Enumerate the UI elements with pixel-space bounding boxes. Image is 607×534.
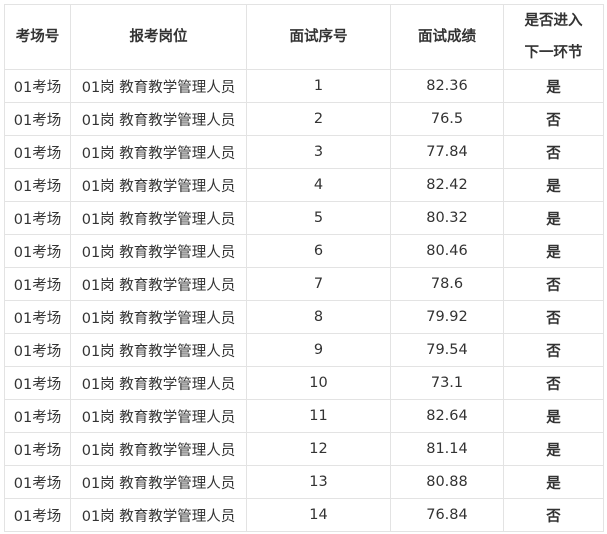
- interview-number-cell: 1: [246, 69, 391, 103]
- advance-cell: 是: [503, 168, 604, 202]
- position-cell: 01岗 教育教学管理人员: [70, 201, 247, 235]
- score-cell: 82.36: [390, 69, 504, 103]
- table-row: 01考场 01岗 教育教学管理人员 5 80.32 是: [4, 201, 604, 235]
- score-cell: 81.14: [390, 432, 504, 466]
- score-cell: 82.64: [390, 399, 504, 433]
- position-cell: 01岗 教育教学管理人员: [70, 234, 247, 268]
- advance-cell: 是: [503, 399, 604, 433]
- advance-cell: 是: [503, 432, 604, 466]
- header-interview-score: 面试成绩: [390, 4, 504, 70]
- score-cell: 79.92: [390, 300, 504, 334]
- position-cell: 01岗 教育教学管理人员: [70, 399, 247, 433]
- position-cell: 01岗 教育教学管理人员: [70, 498, 247, 532]
- table-row: 01考场 01岗 教育教学管理人员 4 82.42 是: [4, 168, 604, 202]
- interview-results-table: 考场号 报考岗位 面试序号 面试成绩 是否进入 下一环节 01考场 01岗 教育教学…: [4, 4, 604, 532]
- interview-number-cell: 3: [246, 135, 391, 169]
- exam-room-cell: 01考场: [4, 234, 71, 268]
- header-position: 报考岗位: [70, 4, 247, 70]
- table-row: 01考场 01岗 教育教学管理人员 12 81.14 是: [4, 432, 604, 466]
- advance-cell: 否: [503, 102, 604, 136]
- advance-cell: 否: [503, 135, 604, 169]
- exam-room-cell: 01考场: [4, 432, 71, 466]
- advance-cell: 是: [503, 465, 604, 499]
- position-cell: 01岗 教育教学管理人员: [70, 135, 247, 169]
- interview-number-cell: 8: [246, 300, 391, 334]
- header-interview-number: 面试序号: [246, 4, 391, 70]
- exam-room-cell: 01考场: [4, 69, 71, 103]
- interview-number-cell: 12: [246, 432, 391, 466]
- advance-cell: 是: [503, 234, 604, 268]
- score-cell: 82.42: [390, 168, 504, 202]
- score-cell: 73.1: [390, 366, 504, 400]
- position-cell: 01岗 教育教学管理人员: [70, 267, 247, 301]
- interview-number-cell: 4: [246, 168, 391, 202]
- score-cell: 76.84: [390, 498, 504, 532]
- interview-number-cell: 2: [246, 102, 391, 136]
- table-row: 01考场 01岗 教育教学管理人员 7 78.6 否: [4, 267, 604, 301]
- header-exam-room: 考场号: [4, 4, 71, 70]
- table-row: 01考场 01岗 教育教学管理人员 3 77.84 否: [4, 135, 604, 169]
- header-advance-line1: 是否进入: [524, 13, 583, 29]
- exam-room-cell: 01考场: [4, 267, 71, 301]
- table-row: 01考场 01岗 教育教学管理人员 8 79.92 否: [4, 300, 604, 334]
- exam-room-cell: 01考场: [4, 498, 71, 532]
- table-row: 01考场 01岗 教育教学管理人员 1 82.36 是: [4, 69, 604, 103]
- exam-room-cell: 01考场: [4, 168, 71, 202]
- score-cell: 80.32: [390, 201, 504, 235]
- interview-number-cell: 9: [246, 333, 391, 367]
- interview-number-cell: 14: [246, 498, 391, 532]
- position-cell: 01岗 教育教学管理人员: [70, 465, 247, 499]
- interview-number-cell: 10: [246, 366, 391, 400]
- interview-number-cell: 13: [246, 465, 391, 499]
- table-row: 01考场 01岗 教育教学管理人员 2 76.5 否: [4, 102, 604, 136]
- score-cell: 78.6: [390, 267, 504, 301]
- advance-cell: 是: [503, 201, 604, 235]
- interview-number-cell: 6: [246, 234, 391, 268]
- exam-room-cell: 01考场: [4, 465, 71, 499]
- exam-room-cell: 01考场: [4, 201, 71, 235]
- exam-room-cell: 01考场: [4, 300, 71, 334]
- position-cell: 01岗 教育教学管理人员: [70, 168, 247, 202]
- table-row: 01考场 01岗 教育教学管理人员 11 82.64 是: [4, 399, 604, 433]
- advance-cell: 否: [503, 366, 604, 400]
- table-row: 01考场 01岗 教育教学管理人员 9 79.54 否: [4, 333, 604, 367]
- exam-room-cell: 01考场: [4, 333, 71, 367]
- advance-cell: 否: [503, 333, 604, 367]
- table-row: 01考场 01岗 教育教学管理人员 6 80.46 是: [4, 234, 604, 268]
- score-cell: 80.88: [390, 465, 504, 499]
- position-cell: 01岗 教育教学管理人员: [70, 366, 247, 400]
- advance-cell: 否: [503, 267, 604, 301]
- exam-room-cell: 01考场: [4, 102, 71, 136]
- score-cell: 76.5: [390, 102, 504, 136]
- position-cell: 01岗 教育教学管理人员: [70, 102, 247, 136]
- interview-number-cell: 11: [246, 399, 391, 433]
- position-cell: 01岗 教育教学管理人员: [70, 300, 247, 334]
- position-cell: 01岗 教育教学管理人员: [70, 333, 247, 367]
- advance-cell: 是: [503, 69, 604, 103]
- advance-cell: 否: [503, 300, 604, 334]
- table-row: 01考场 01岗 教育教学管理人员 10 73.1 否: [4, 366, 604, 400]
- table-row: 01考场 01岗 教育教学管理人员 14 76.84 否: [4, 498, 604, 532]
- interview-number-cell: 7: [246, 267, 391, 301]
- exam-room-cell: 01考场: [4, 135, 71, 169]
- score-cell: 79.54: [390, 333, 504, 367]
- advance-cell: 否: [503, 498, 604, 532]
- interview-number-cell: 5: [246, 201, 391, 235]
- header-advance: 是否进入 下一环节: [503, 4, 604, 70]
- position-cell: 01岗 教育教学管理人员: [70, 69, 247, 103]
- exam-room-cell: 01考场: [4, 399, 71, 433]
- score-cell: 77.84: [390, 135, 504, 169]
- table-row: 01考场 01岗 教育教学管理人员 13 80.88 是: [4, 465, 604, 499]
- header-advance-line2: 下一环节: [524, 45, 583, 61]
- score-cell: 80.46: [390, 234, 504, 268]
- exam-room-cell: 01考场: [4, 366, 71, 400]
- position-cell: 01岗 教育教学管理人员: [70, 432, 247, 466]
- header-row: 考场号 报考岗位 面试序号 面试成绩 是否进入下一环节: [4, 4, 604, 70]
